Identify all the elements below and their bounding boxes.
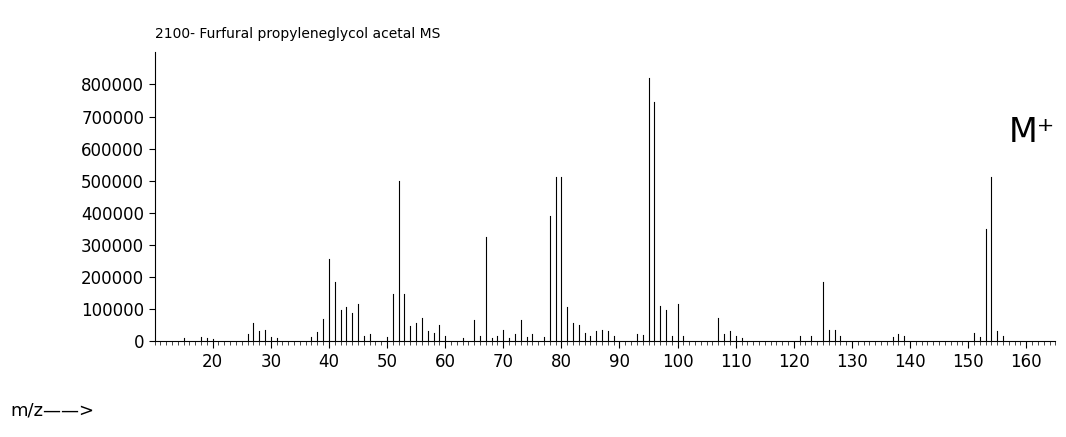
Text: m/z——>: m/z——> (11, 402, 95, 420)
Text: 2100- Furfural propyleneglycol acetal MS: 2100- Furfural propyleneglycol acetal MS (155, 27, 440, 41)
Text: M⁺: M⁺ (1008, 115, 1055, 149)
